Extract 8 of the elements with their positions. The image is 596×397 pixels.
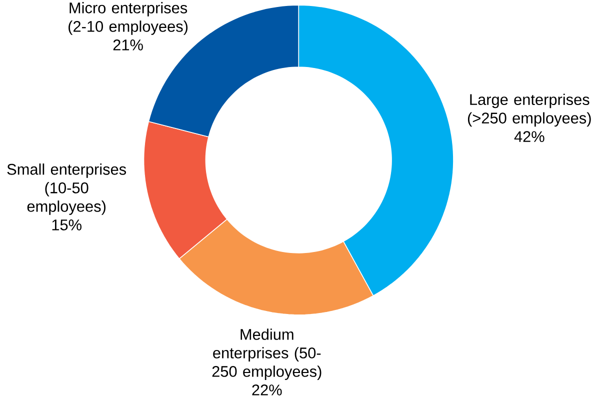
slice-label: Small enterprises (10-50 employees) <box>7 163 126 215</box>
data-label: 21% <box>113 39 143 50</box>
data-label: 15% <box>52 219 82 230</box>
slice-label: Large enterprises (>250 employees) <box>468 94 591 126</box>
data-label: 42% <box>514 130 544 142</box>
data-label: 22% <box>252 384 282 396</box>
slice-label: Medium enterprises (50-250 employees) <box>212 328 322 380</box>
slice-label: Micro enterprises (2-10 employees) <box>68 2 188 35</box>
